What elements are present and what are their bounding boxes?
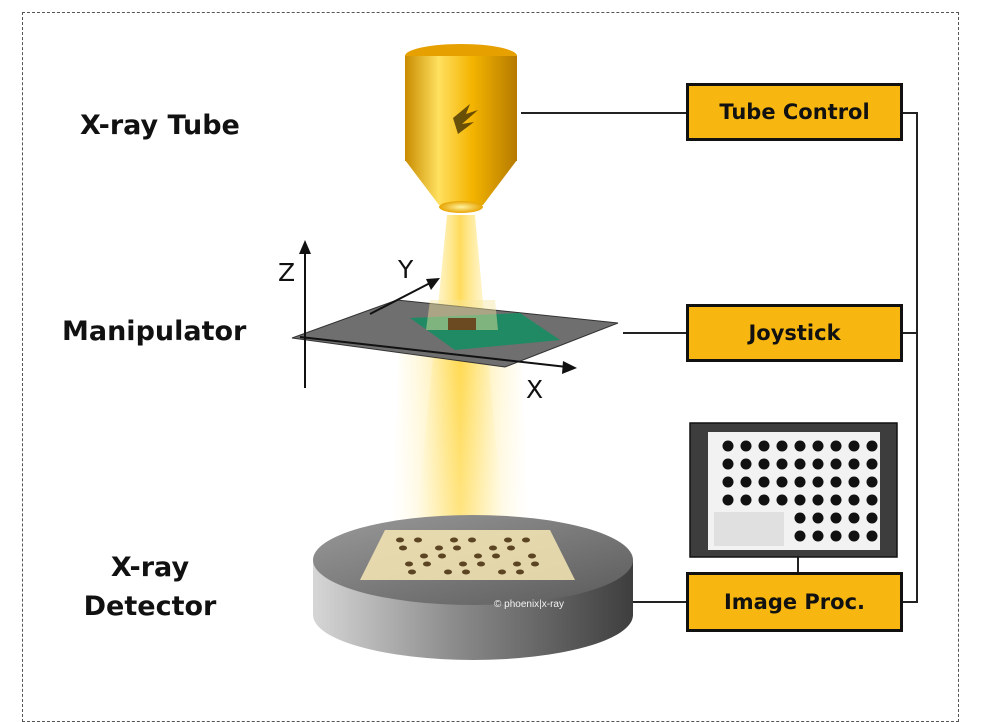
detector-dot	[423, 561, 431, 567]
display-dot	[866, 476, 878, 488]
detector-dot	[489, 545, 497, 551]
display-dot	[776, 440, 788, 452]
detector-dot	[396, 537, 404, 543]
display-dot	[830, 440, 842, 452]
display-dot	[776, 458, 788, 470]
display-dot	[848, 530, 860, 542]
xray-detector-graphic	[313, 515, 633, 660]
display-dot	[848, 476, 860, 488]
xray-tube-graphic	[405, 44, 517, 213]
display-dot	[776, 494, 788, 506]
display-dot	[794, 530, 806, 542]
display-dot	[812, 458, 824, 470]
detector-dot	[531, 561, 539, 567]
detector-dot	[459, 561, 467, 567]
y-axis-label: Y	[398, 255, 414, 284]
display-dot	[794, 440, 806, 452]
display-dot	[830, 458, 842, 470]
display-dot	[830, 476, 842, 488]
display-dot	[812, 512, 824, 524]
detector-dot	[474, 553, 482, 559]
display-dot	[866, 512, 878, 524]
detector-dot	[513, 561, 521, 567]
detector-dot	[507, 545, 515, 551]
display-dot	[740, 440, 752, 452]
display-dot	[794, 494, 806, 506]
detector-dot	[438, 553, 446, 559]
detector-label-line1: X-ray	[110, 552, 190, 583]
display-dot	[848, 440, 860, 452]
x-axis-label: X	[526, 375, 544, 404]
detector-dot	[414, 537, 422, 543]
detector-dot	[408, 569, 416, 575]
xray-beam	[390, 215, 530, 555]
display-dot	[866, 440, 878, 452]
detector-dot	[420, 553, 428, 559]
detector-label: X-ray Detector	[80, 548, 220, 626]
display-dot	[830, 494, 842, 506]
display-dot	[722, 494, 734, 506]
joystick-box: Joystick	[686, 304, 903, 362]
display-dot	[740, 476, 752, 488]
display-dot	[866, 530, 878, 542]
display-dot	[794, 458, 806, 470]
detector-dot	[399, 545, 407, 551]
display-dot	[776, 476, 788, 488]
display-dot	[722, 440, 734, 452]
display-dot	[866, 458, 878, 470]
detector-dot	[444, 569, 452, 575]
detector-dot	[477, 561, 485, 567]
coordinate-axes	[299, 240, 577, 388]
detector-dot	[468, 537, 476, 543]
detector-dot	[516, 569, 524, 575]
display-dot	[830, 530, 842, 542]
display-dot	[830, 512, 842, 524]
display-dot	[812, 494, 824, 506]
copyright-credit: © phoenix|x-ray	[494, 599, 564, 610]
display-dot	[812, 530, 824, 542]
detector-dot	[504, 537, 512, 543]
manipulator-label: Manipulator	[62, 316, 247, 347]
display-dot	[740, 458, 752, 470]
detector-dot	[492, 553, 500, 559]
detector-dot	[405, 561, 413, 567]
display-dot	[740, 494, 752, 506]
connector-lines	[521, 112, 918, 603]
display-dot	[758, 494, 770, 506]
display-dot	[848, 458, 860, 470]
display-dot	[794, 512, 806, 524]
z-axis-label: Z	[278, 258, 296, 287]
xray-tube-label: X-ray Tube	[80, 110, 240, 141]
display-dot	[758, 458, 770, 470]
detector-dot	[450, 537, 458, 543]
detector-dot	[522, 537, 530, 543]
display-dot	[722, 476, 734, 488]
display-dot	[848, 494, 860, 506]
display-dot	[722, 458, 734, 470]
detector-dot	[462, 569, 470, 575]
display-dot	[812, 440, 824, 452]
detector-label-line2: Detector	[83, 591, 217, 623]
tube-control-box: Tube Control	[686, 83, 903, 141]
image-proc-box: Image Proc.	[686, 572, 903, 632]
manipulator-stage	[291, 299, 619, 368]
display-dot	[866, 494, 878, 506]
display-dot	[812, 476, 824, 488]
detector-dot	[498, 569, 506, 575]
display-dot	[794, 476, 806, 488]
detector-dot	[435, 545, 443, 551]
detector-dot-pattern	[396, 537, 539, 575]
display-dot-pattern	[722, 440, 878, 542]
display-dot	[758, 476, 770, 488]
detector-dot	[528, 553, 536, 559]
display-dot	[758, 440, 770, 452]
display-dot	[848, 512, 860, 524]
detector-dot	[453, 545, 461, 551]
image-display-graphic	[689, 422, 898, 558]
